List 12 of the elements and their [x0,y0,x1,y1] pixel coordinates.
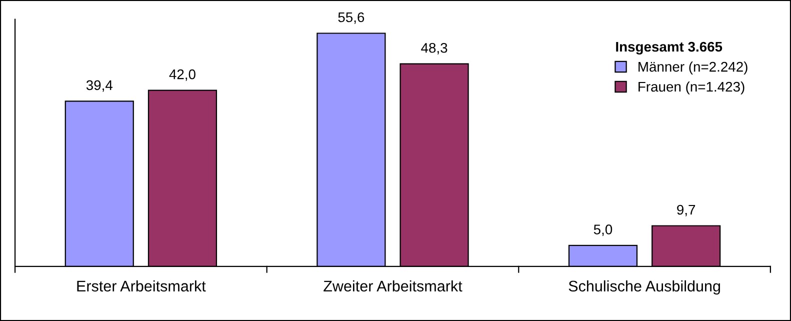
x-tick-label: Erster Arbeitsmarkt [77,280,206,292]
legend-title: Insgesamt 3.665 [616,42,722,54]
legend-label: Männer (n=2.242) [638,62,748,74]
data-label: 39,4 [86,80,112,92]
data-label: 42,0 [169,69,196,81]
data-label: 5,0 [594,224,612,236]
data-label: 48,3 [421,42,448,54]
x-tick-label: Schulische Ausbildung [568,280,720,295]
data-label: 55,6 [338,12,364,24]
data-label: 9,7 [677,204,696,216]
x-tick-label: Zweiter Arbeitsmarkt [324,280,462,292]
legend-label: Frauen (n=1.423) [638,81,744,94]
